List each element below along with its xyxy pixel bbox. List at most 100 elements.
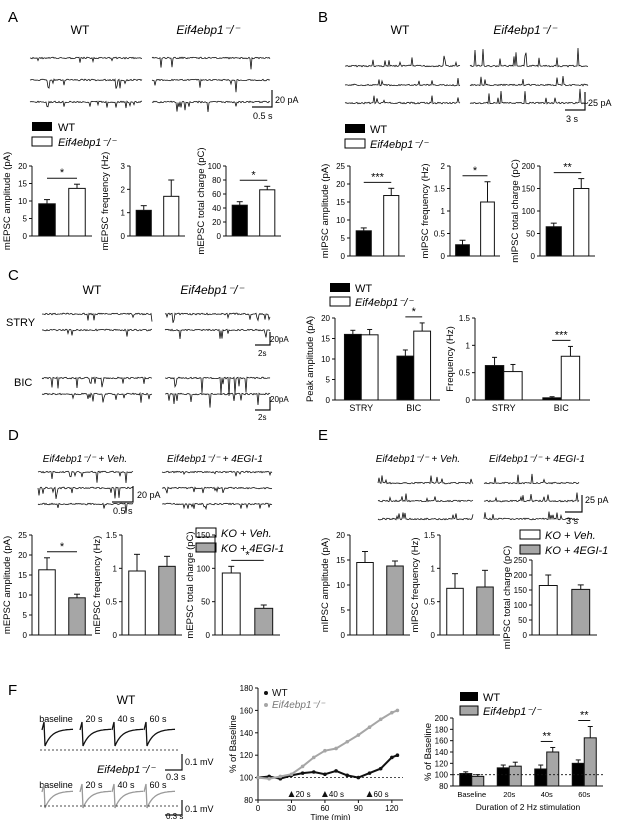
legend-swatch-wt	[460, 692, 478, 701]
data-point	[334, 746, 338, 751]
y-tick-label: 10	[18, 197, 27, 206]
ephys-trace	[469, 76, 589, 87]
y-axis-label: mEPSC total charge (pC)	[196, 147, 207, 254]
y-tick-label: 80	[212, 176, 221, 185]
y-tick-label: 100	[435, 771, 449, 780]
fepsp-trace	[143, 721, 176, 747]
ephys-trace	[164, 376, 271, 397]
panel-letter-c: C	[8, 267, 19, 284]
bar	[480, 201, 495, 257]
bar	[459, 773, 473, 787]
scale-bar-amplitude-label: 0.1 mV	[185, 804, 214, 814]
y-tick-label: 1	[113, 564, 118, 573]
trace-path	[151, 78, 271, 93]
y-tick-label: 50	[518, 616, 527, 625]
y-tick-label: 250	[514, 556, 528, 565]
panel-f-legend: WT Eif4ebp1⁻/⁻	[459, 692, 542, 718]
trace-path	[29, 78, 143, 89]
trace-title-veh: Eif4ebp1⁻/⁻ + Veh.	[43, 454, 127, 465]
trace-path	[377, 512, 474, 521]
y-tick-label: 80	[244, 796, 253, 805]
significance-marker: ***	[371, 171, 385, 183]
stimulation-marker	[321, 791, 328, 797]
stimulation-marker-label: 40 s	[329, 790, 344, 799]
legend-label-ko: Eif4ebp1⁻/⁻	[370, 139, 429, 151]
ephys-trace	[483, 473, 580, 485]
legend-swatch-ko	[329, 296, 351, 307]
data-point	[300, 764, 305, 769]
y-tick-label: 100	[197, 564, 211, 573]
data-point	[367, 725, 372, 729]
row-label-bic: BIC	[14, 377, 32, 389]
trace-title-wt: WT	[83, 283, 102, 297]
bar	[396, 355, 415, 401]
scale-bar-amplitude-label: 20 pA	[137, 490, 161, 500]
scale-bar-time-label: 0.5 s	[113, 506, 133, 516]
y-axis-label: mEPSC amplitude (pA)	[2, 152, 13, 250]
bar	[534, 768, 548, 787]
x-tick-label: 90	[354, 804, 363, 813]
bar	[508, 765, 522, 787]
fepsp-trace	[41, 721, 74, 747]
ephys-trace	[37, 486, 134, 499]
data-point	[395, 708, 400, 713]
y-tick-label: 0	[466, 396, 471, 405]
bar	[254, 607, 274, 636]
y-tick-label: 5	[23, 611, 28, 620]
x-tick-label: STRY	[349, 403, 373, 413]
scale-bar-time-label: 3 s	[566, 114, 579, 124]
data-point	[356, 775, 361, 780]
trace-path	[164, 312, 271, 323]
ephys-trace	[151, 78, 271, 93]
trace-path	[29, 56, 143, 64]
x-tick-label: 30	[287, 804, 296, 813]
fepsp-trace	[143, 783, 176, 809]
bar	[583, 737, 597, 787]
y-tick-label: 3	[121, 162, 126, 171]
panel-letter-f: F	[8, 682, 17, 699]
ephys-trace	[344, 78, 461, 87]
scale-bar-amplitude-label: 0.1 mV	[185, 757, 214, 767]
y-tick-label: 140	[240, 729, 254, 738]
x-axis-label: Duration of 2 Hz stimulation	[476, 802, 581, 812]
timepoint-label: 60 s	[149, 714, 167, 724]
x-tick-label: Baseline	[457, 790, 486, 799]
ephys-trace	[344, 95, 461, 105]
trace-title-wt: WT	[391, 23, 410, 37]
timepoint-label: 20 s	[85, 780, 103, 790]
y-tick-label: 0	[523, 631, 528, 640]
y-tick-label: 25	[336, 162, 345, 171]
scale-bar-amplitude-label: 25 pA	[588, 98, 612, 108]
y-tick-label: 80	[439, 782, 448, 791]
bar	[484, 365, 505, 401]
y-tick-label: 5	[23, 215, 28, 224]
fepsp-path	[79, 783, 112, 809]
legend-label-ko: Eif4ebp1⁻/⁻	[483, 706, 542, 718]
legend-swatch-veh	[519, 529, 541, 540]
x-tick-label: BIC	[554, 403, 570, 413]
scale-bar-amplitude-label: 25 pA	[585, 495, 609, 505]
ephys-trace	[41, 328, 153, 337]
mepsc-frequency-chart: 0 1 2 3 mEPSC frequency (Hz)	[100, 152, 185, 250]
y-axis-label: mIPSC amplitude (pA)	[320, 164, 331, 259]
y-tick-label: 150	[522, 185, 536, 194]
y-tick-label: 60	[212, 190, 221, 199]
x-tick-label: 40s	[541, 790, 553, 799]
y-tick-label: 10	[336, 216, 345, 225]
y-tick-label: 0.5	[106, 598, 118, 607]
data-point	[390, 755, 394, 760]
bar	[476, 586, 494, 636]
y-tick-label: 0	[431, 631, 436, 640]
ephys-trace	[483, 511, 579, 521]
bar	[356, 562, 374, 636]
bar	[571, 588, 591, 636]
ephys-trace	[29, 78, 143, 89]
ephys-trace	[151, 56, 271, 70]
ephys-trace	[377, 512, 474, 521]
y-tick-label: 5	[341, 234, 346, 243]
y-tick-label: 20	[18, 162, 27, 171]
y-tick-label: 15	[336, 198, 345, 207]
mipsc-amplitude-chart: 0 5 10 15 20 25 mIPSC amplitude (pA) ***	[320, 162, 405, 261]
